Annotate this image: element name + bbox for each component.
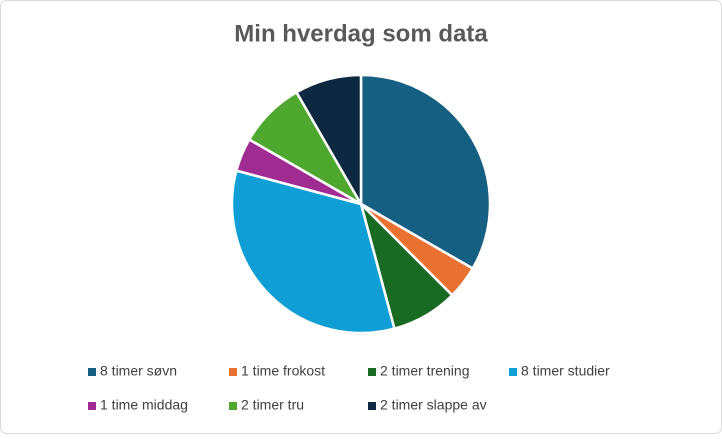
legend-label: 2 timer trening xyxy=(380,363,469,379)
legend-label: 2 timer slappe av xyxy=(380,397,487,413)
legend-swatch xyxy=(88,402,96,410)
legend-label: 2 timer tru xyxy=(241,397,304,413)
legend-label: 8 timer søvn xyxy=(100,363,177,379)
pie-slice xyxy=(230,169,396,335)
legend-swatch xyxy=(88,368,96,376)
legend-swatch xyxy=(229,368,237,376)
legend-swatch xyxy=(229,402,237,410)
pie-slice xyxy=(295,73,363,206)
legend-swatch xyxy=(368,368,376,376)
legend-label: 8 timer studier xyxy=(521,363,610,379)
legend-label: 1 time frokost xyxy=(241,363,325,379)
pie-slice xyxy=(359,73,492,270)
chart-title: Min hverdag som data xyxy=(234,20,488,47)
legend-swatch xyxy=(509,368,517,376)
legend-label: 1 time middag xyxy=(100,397,188,413)
legend-swatch xyxy=(368,402,376,410)
